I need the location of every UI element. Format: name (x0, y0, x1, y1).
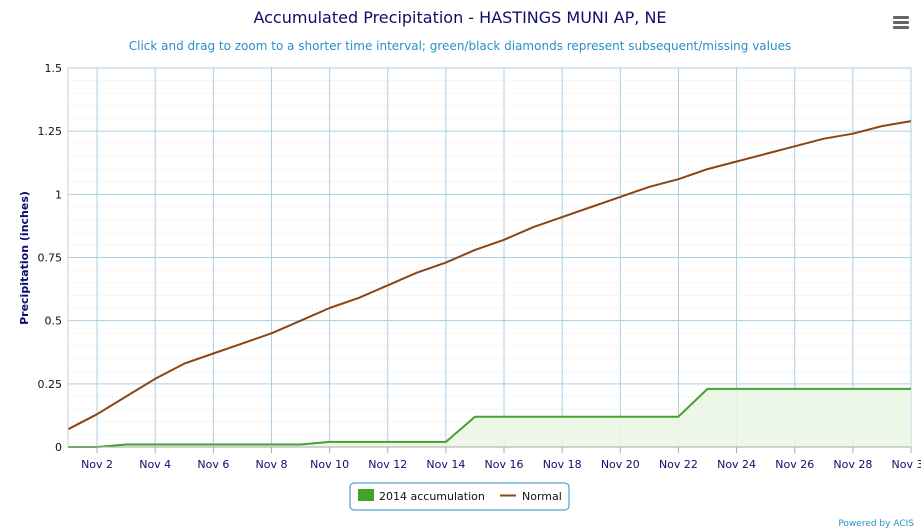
plot-area[interactable] (67, 120, 912, 448)
chart-subtitle: Click and drag to zoom to a shorter time… (129, 39, 791, 53)
y-tick-label: 0.75 (38, 252, 63, 265)
x-tick-label: Nov 16 (485, 458, 524, 471)
x-tick-label: Nov 30 (892, 458, 921, 471)
y-tick-label: 1.25 (38, 125, 63, 138)
x-tick-label: Nov 22 (659, 458, 698, 471)
x-tick-label: Nov 10 (310, 458, 349, 471)
legend: 2014 accumulation Normal (349, 482, 570, 511)
grid (68, 67, 912, 448)
series-line-2014-accumulation[interactable] (68, 387, 911, 448)
y-tick-label: 1 (55, 188, 62, 201)
x-tick-label: Nov 24 (717, 458, 756, 471)
y-tick-label: 0 (55, 441, 62, 454)
series-line-normal[interactable] (67, 120, 912, 431)
y-axis-label: Precipitation (inches) (18, 191, 31, 325)
legend-label-2014-accumulation: 2014 accumulation (379, 490, 485, 503)
y-tick-label: 0.25 (38, 378, 63, 391)
hamburger-menu-icon[interactable] (889, 10, 913, 34)
legend-item-normal[interactable]: Normal (500, 490, 562, 503)
legend-item-2014-accumulation[interactable]: 2014 accumulation (358, 489, 485, 503)
y-tick-label: 1.5 (45, 62, 63, 75)
x-tick-label: Nov 28 (833, 458, 872, 471)
x-tick-label: Nov 2 (81, 458, 113, 471)
x-tick-label: Nov 8 (255, 458, 287, 471)
x-tick-label: Nov 18 (543, 458, 582, 471)
x-tick-label: Nov 4 (139, 458, 171, 471)
chart-title: Accumulated Precipitation - HASTINGS MUN… (253, 8, 666, 27)
series-area-2014-accumulation (68, 388, 911, 447)
credits-link[interactable]: Powered by ACIS (838, 519, 914, 529)
x-tick-label: Nov 6 (197, 458, 229, 471)
x-tick-label: Nov 26 (775, 458, 814, 471)
x-tick-label: Nov 12 (368, 458, 407, 471)
axes: 0 0.25 0.5 0.75 1 1.25 1.5 Nov 2 Nov 4 Nov 6 Nov 8… (38, 62, 921, 471)
legend-label-normal: Normal (522, 490, 562, 503)
x-tick-label: Nov 20 (601, 458, 640, 471)
y-tick-label: 0.5 (45, 315, 63, 328)
x-tick-label: Nov 14 (426, 458, 465, 471)
legend-swatch-2014-accumulation (358, 489, 374, 501)
